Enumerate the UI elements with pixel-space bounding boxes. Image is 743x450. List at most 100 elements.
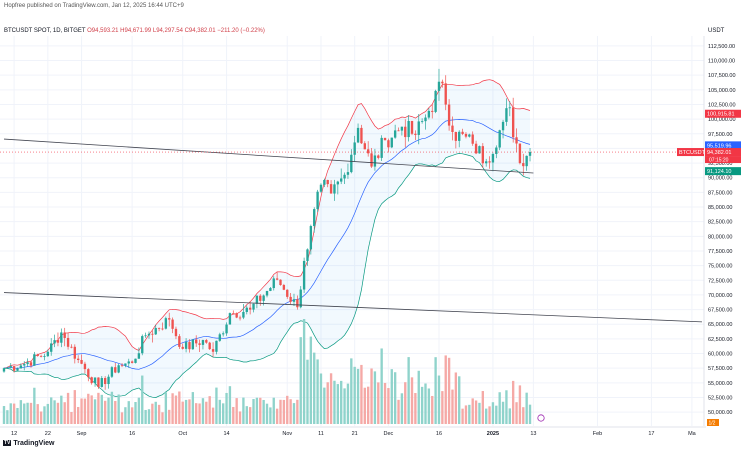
candle-body — [80, 359, 83, 364]
volume-bar — [316, 359, 319, 424]
candle — [468, 133, 471, 138]
candle-body — [147, 333, 151, 336]
time-tick-label: 17 — [648, 431, 654, 437]
candle-body — [110, 367, 114, 377]
candle — [225, 322, 228, 336]
candle — [400, 126, 404, 136]
price-tick-label: 85,000.00 — [708, 205, 732, 211]
candle — [181, 343, 184, 350]
candle — [12, 366, 16, 373]
candle-body — [360, 127, 363, 144]
volume-bar — [518, 385, 522, 424]
price-tick-label: 65,000.00 — [708, 322, 732, 328]
candle-body — [282, 285, 286, 290]
volume-bar — [225, 392, 228, 424]
candle-body — [124, 363, 127, 366]
volume-bar — [245, 406, 248, 424]
candle-body — [464, 133, 468, 137]
candle — [286, 289, 289, 299]
candle-body — [313, 209, 316, 227]
candle — [23, 361, 26, 371]
volume-bar — [326, 382, 329, 424]
volume-bar — [205, 401, 208, 424]
candle — [275, 272, 279, 281]
candle-body — [221, 333, 225, 335]
volume-bar — [151, 403, 154, 424]
volume-bar — [33, 387, 36, 424]
price-tick-label: 70,000.00 — [708, 293, 732, 299]
candle-body — [70, 346, 73, 348]
candle-body — [481, 146, 485, 164]
ohlc-low: L94,297.54 — [152, 28, 183, 34]
trendline — [3, 138, 534, 174]
candle — [414, 130, 417, 141]
volume-bar — [366, 386, 370, 424]
volume-bar — [70, 411, 73, 424]
volume-bar — [100, 394, 103, 424]
candle-body — [495, 147, 498, 154]
symbol-legend: BTCUSDT SPOT, 1D, BITGET O94,593.21 H94,… — [4, 28, 265, 34]
candle-body — [188, 342, 191, 350]
volume-bar — [275, 408, 279, 424]
volume-bar — [60, 395, 63, 424]
candle-body — [397, 130, 400, 132]
symbol-tag: BTCUSDT — [679, 150, 706, 156]
volume-bar — [356, 368, 360, 424]
candle — [39, 354, 43, 358]
candle — [178, 334, 181, 349]
volume-bar — [39, 411, 43, 424]
volume-bar — [232, 406, 235, 424]
volume-bar — [289, 399, 292, 424]
candle-body — [63, 332, 66, 338]
volume-bar — [370, 368, 373, 424]
candle-body — [471, 134, 474, 144]
candle-body — [12, 366, 16, 371]
candle — [471, 131, 474, 146]
volume-bar — [404, 382, 407, 424]
candle — [201, 339, 205, 350]
volume-bar — [336, 384, 340, 424]
candle — [431, 104, 434, 119]
candle — [343, 172, 346, 184]
price-tick-label: 80,000.00 — [708, 234, 732, 240]
volume-bar — [424, 383, 427, 424]
candle — [66, 332, 70, 350]
volume-bar — [137, 397, 141, 424]
candle-body — [373, 155, 377, 167]
price-tick-label: 112,500.00 — [708, 44, 735, 50]
candle — [420, 118, 424, 124]
candle-body — [414, 133, 417, 135]
candle — [2, 367, 6, 373]
candle-body — [144, 335, 147, 337]
candle — [63, 327, 66, 347]
candle — [235, 312, 238, 319]
candle — [168, 312, 171, 327]
candle-body — [208, 342, 211, 350]
candle — [151, 330, 154, 343]
volume-bar — [215, 387, 218, 424]
volume-bar — [313, 352, 316, 424]
candle — [188, 339, 191, 353]
volume-bar — [201, 398, 205, 424]
candle — [417, 114, 420, 145]
candle — [83, 361, 87, 374]
price-tick-label: 100,000.00 — [708, 117, 736, 123]
price-unit-label: USDT — [708, 28, 725, 34]
candle — [232, 310, 235, 314]
volume-bar — [498, 392, 501, 424]
price-tick-label: 60,000.00 — [708, 352, 732, 358]
tradingview-logo: TV TradingView — [3, 440, 55, 447]
volume-bar — [515, 402, 518, 424]
candle — [424, 114, 427, 130]
candle — [478, 145, 481, 154]
volume-bar — [306, 359, 309, 424]
time-tick-label: Feb — [593, 431, 602, 437]
candle — [97, 377, 100, 389]
candle — [50, 338, 53, 356]
volume-bar — [393, 372, 397, 424]
candle-body — [238, 317, 242, 319]
candle-body — [174, 328, 178, 337]
candle-body — [50, 343, 53, 352]
time-tick-label: Ma — [688, 431, 697, 437]
